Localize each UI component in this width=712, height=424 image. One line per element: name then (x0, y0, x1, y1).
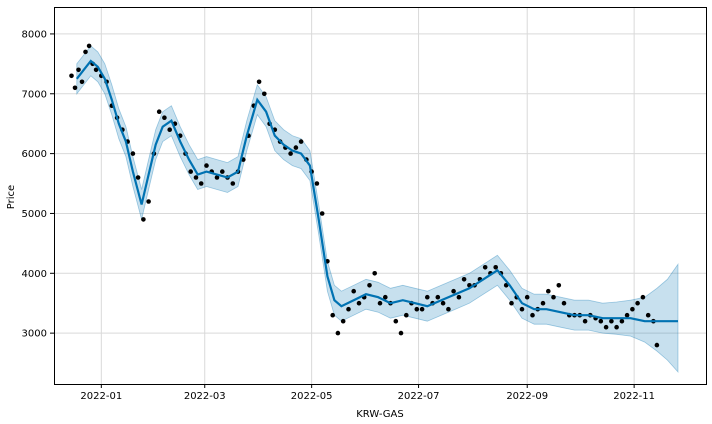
observed-point (393, 318, 399, 324)
observed-point (551, 294, 556, 300)
observed-point (451, 288, 456, 294)
observed-point (614, 324, 619, 330)
grid (54, 7, 706, 384)
observed-point (377, 300, 383, 306)
observed-point (635, 300, 640, 306)
observed-point (383, 294, 388, 300)
observed-point (603, 324, 609, 330)
observed-point (367, 283, 372, 288)
observed-point (130, 151, 136, 156)
observed-point (414, 306, 420, 312)
x-tick-label: 2022-03 (184, 391, 226, 402)
observed-point (198, 181, 204, 186)
y-axis: 3000 4000 5000 6000 7000 8000 (22, 29, 54, 340)
x-tick-label: 2022-09 (506, 391, 548, 402)
observed-point (456, 294, 462, 300)
x-axis-title: KRW-GAS (356, 409, 404, 420)
observed-point (556, 283, 562, 288)
y-tick-label: 8000 (22, 29, 47, 40)
observed-point (446, 306, 451, 312)
y-tick-label: 4000 (22, 269, 47, 280)
forecast-line (75, 59, 678, 323)
x-tick-label: 2022-05 (291, 391, 333, 402)
observed-point (624, 312, 630, 318)
observed-point (220, 169, 225, 174)
observed-point (340, 318, 346, 324)
observed-point (319, 211, 325, 216)
x-tick-label: 2022-11 (613, 391, 655, 402)
observed-point (546, 288, 551, 294)
observed-point (524, 294, 530, 300)
observed-point (435, 294, 441, 300)
observed-point (330, 312, 336, 318)
observed-point (86, 43, 92, 49)
observed-point (141, 217, 146, 222)
observed-point (162, 115, 167, 120)
observed-point (461, 277, 467, 282)
observed-point (72, 85, 78, 91)
observed-point (493, 265, 499, 270)
observed-point (346, 306, 351, 312)
y-tick-label: 3000 (22, 329, 47, 340)
observed-point (482, 265, 488, 270)
observed-point (561, 300, 567, 306)
observed-point (193, 175, 199, 180)
x-axis: 2022-01 2022-03 2022-05 2022-07 2022-09 2022-… (80, 384, 655, 402)
observed-point (645, 312, 651, 318)
observed-point (188, 169, 193, 174)
observed-point (598, 318, 604, 324)
observed-point (93, 67, 99, 73)
observed-point (204, 163, 209, 168)
observed-point (619, 318, 625, 324)
y-axis-title: Price (6, 185, 17, 209)
x-tick-label: 2022-01 (80, 391, 122, 402)
observed-point (630, 306, 635, 312)
y-tick-label: 7000 (22, 89, 47, 100)
observed-point (83, 49, 88, 55)
observed-point (76, 67, 81, 73)
observed-point (372, 271, 378, 276)
observed-point (79, 79, 85, 85)
observed-point (582, 318, 588, 324)
observed-point (135, 175, 141, 180)
observed-point (509, 300, 514, 306)
y-tick-label: 5000 (22, 209, 47, 220)
observed-point (640, 294, 646, 300)
observed-point (293, 145, 299, 150)
observed-point (440, 300, 446, 306)
observed-point (69, 73, 74, 79)
observed-point (314, 181, 320, 186)
observed-point (530, 312, 535, 318)
x-tick-label: 2022-07 (398, 391, 440, 402)
observed-point (214, 175, 220, 180)
y-tick-label: 6000 (22, 149, 47, 160)
observed-point (167, 127, 172, 132)
observed-point (262, 91, 267, 97)
plot-frame (54, 7, 707, 385)
observed-point (404, 312, 409, 318)
observed-point (419, 306, 425, 312)
observed-point (288, 151, 293, 156)
observed-point (398, 330, 404, 336)
observed-point (146, 199, 151, 204)
observed-point (519, 306, 525, 312)
observed-point (654, 342, 660, 348)
observed-point (351, 288, 357, 294)
observed-point (256, 79, 262, 85)
observed-point (230, 181, 236, 186)
observed-point (425, 294, 430, 300)
observed-point (156, 109, 162, 114)
observed-point (335, 330, 341, 336)
observed-point (609, 318, 614, 324)
observed-point (356, 300, 362, 306)
observed-point (540, 300, 546, 306)
uncertainty-band (76, 45, 679, 374)
observed-point (298, 139, 304, 144)
